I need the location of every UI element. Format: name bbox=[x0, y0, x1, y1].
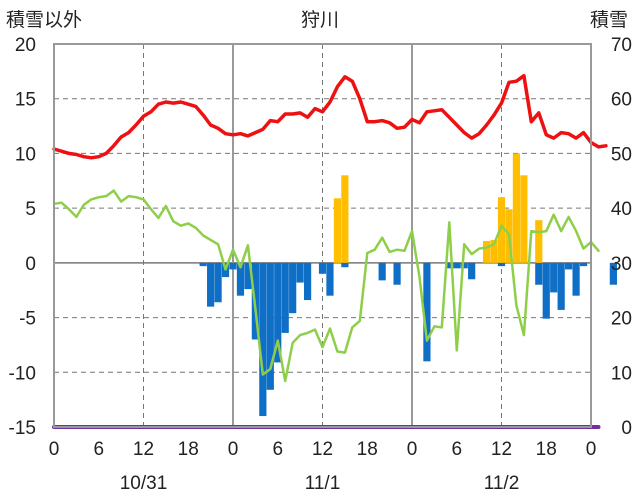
bar bbox=[453, 262, 461, 269]
x-tick-label: 12 bbox=[133, 439, 154, 460]
bar bbox=[326, 262, 334, 296]
bar bbox=[609, 262, 617, 285]
bar bbox=[266, 262, 274, 390]
bar bbox=[341, 175, 349, 263]
bar bbox=[497, 197, 506, 263]
x-tick-label: 0 bbox=[586, 439, 597, 460]
series-line bbox=[52, 189, 600, 383]
bar bbox=[236, 262, 245, 296]
date-label: 11/2 bbox=[484, 473, 520, 494]
bar bbox=[259, 262, 267, 417]
bar bbox=[303, 262, 312, 301]
bar bbox=[572, 262, 580, 296]
bar bbox=[214, 262, 222, 303]
bar bbox=[318, 262, 327, 274]
x-tick-label: 18 bbox=[357, 439, 378, 460]
bar bbox=[535, 220, 543, 263]
right-tick-label: 10 bbox=[611, 363, 632, 384]
x-tick-label: 6 bbox=[451, 439, 462, 460]
bar bbox=[445, 262, 453, 269]
x-tick-label: 0 bbox=[228, 439, 239, 460]
x-tick-label: 6 bbox=[93, 439, 104, 460]
date-label: 11/1 bbox=[305, 473, 341, 494]
date-label: 10/31 bbox=[120, 473, 168, 494]
bar bbox=[535, 262, 543, 285]
left-axis-label: 積雪以外 bbox=[6, 9, 82, 31]
right-tick-label: 20 bbox=[611, 309, 632, 330]
bar bbox=[468, 262, 476, 280]
right-tick-label: 50 bbox=[611, 144, 632, 165]
bar bbox=[550, 262, 558, 293]
bar bbox=[393, 262, 401, 285]
x-tick-label: 18 bbox=[178, 439, 199, 460]
right-tick-label: 0 bbox=[621, 418, 632, 439]
left-tick-label: 5 bbox=[25, 199, 36, 220]
bar bbox=[579, 262, 588, 267]
x-tick-label: 0 bbox=[407, 439, 418, 460]
bar bbox=[333, 198, 342, 263]
bar bbox=[520, 175, 528, 263]
bar bbox=[497, 262, 506, 267]
bar bbox=[512, 153, 521, 263]
bar bbox=[378, 262, 386, 281]
bar bbox=[281, 262, 289, 333]
x-tick-label: 12 bbox=[312, 439, 333, 460]
left-tick-label: -15 bbox=[9, 418, 36, 439]
right-tick-label: 60 bbox=[611, 90, 632, 111]
bar bbox=[490, 239, 498, 263]
x-tick-label: 0 bbox=[49, 439, 60, 460]
bar bbox=[460, 262, 468, 269]
chart-title: 狩川 bbox=[301, 9, 339, 31]
bar bbox=[341, 262, 349, 268]
bar bbox=[229, 262, 237, 270]
bar bbox=[542, 262, 550, 319]
left-tick-label: 10 bbox=[15, 144, 36, 165]
right-tick-label: 40 bbox=[611, 199, 632, 220]
right-axis-label: 積雪 bbox=[590, 9, 628, 31]
bar bbox=[289, 262, 297, 314]
left-tick-label: 15 bbox=[15, 90, 36, 111]
bar bbox=[207, 262, 215, 307]
bar bbox=[565, 262, 573, 270]
bar bbox=[199, 262, 207, 267]
bar bbox=[244, 262, 252, 290]
bar bbox=[557, 262, 565, 310]
x-tick-label: 12 bbox=[491, 439, 512, 460]
x-tick-label: 18 bbox=[536, 439, 557, 460]
right-tick-label: 70 bbox=[611, 35, 632, 56]
left-tick-label: 20 bbox=[15, 35, 36, 56]
left-tick-label: -10 bbox=[9, 363, 36, 384]
bar bbox=[482, 240, 491, 263]
plot-frame bbox=[53, 43, 592, 428]
left-tick-label: 0 bbox=[25, 254, 36, 275]
series-line bbox=[52, 73, 608, 160]
bar bbox=[296, 262, 304, 283]
bar bbox=[423, 262, 431, 362]
x-tick-label: 6 bbox=[272, 439, 283, 460]
bar bbox=[274, 262, 282, 363]
right-tick-label: 30 bbox=[611, 254, 632, 275]
left-tick-label: -5 bbox=[19, 309, 36, 330]
bars bbox=[199, 153, 617, 417]
